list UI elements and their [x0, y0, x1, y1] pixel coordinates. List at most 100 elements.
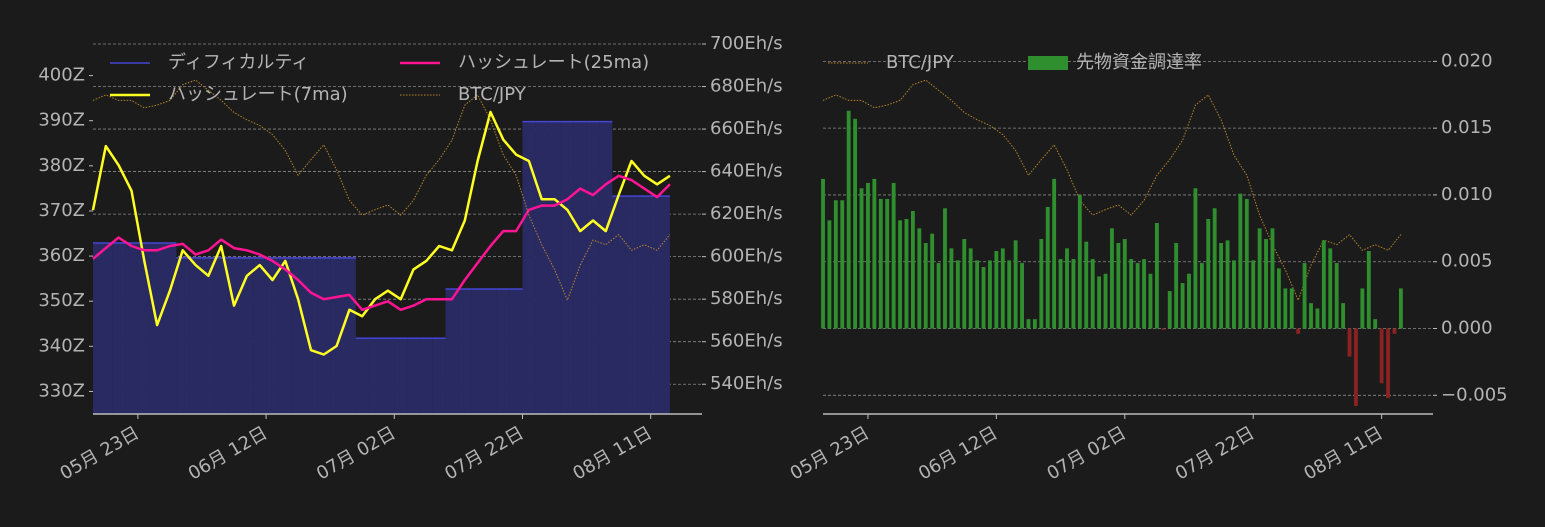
y-tick-label: 330Z [38, 380, 85, 401]
bar [1270, 228, 1275, 329]
bar [1026, 319, 1031, 329]
bar [859, 188, 864, 329]
bar [981, 267, 986, 329]
difficulty-area [381, 338, 395, 414]
bar [1135, 263, 1140, 329]
bar [930, 233, 935, 329]
bar [1065, 248, 1069, 329]
difficulty-area [458, 289, 472, 414]
bar [968, 248, 973, 329]
bar [885, 198, 890, 329]
legend-label: 先物資金調達率 [1076, 52, 1202, 73]
x-tick-label: 08月 11日 [1300, 422, 1386, 484]
difficulty-area [99, 242, 113, 414]
difficulty-area [573, 121, 587, 415]
bar [1289, 288, 1294, 329]
y-tick-label: 360Z [38, 245, 85, 266]
difficulty-area [189, 257, 202, 414]
bar [1347, 328, 1352, 357]
bar [1257, 228, 1262, 329]
difficulty-area [137, 242, 151, 414]
bar [1232, 260, 1236, 329]
bar [1315, 308, 1320, 329]
bar [943, 208, 947, 329]
bar [1302, 263, 1307, 329]
bar [1398, 288, 1403, 329]
difficulty-area [535, 121, 549, 415]
difficulty-area [176, 257, 190, 414]
y-tick-label: 620Eh/s [710, 203, 783, 224]
bar [917, 228, 922, 329]
bar [1154, 222, 1159, 329]
bar [1373, 319, 1378, 329]
y-tick-label: 340Z [38, 335, 85, 356]
bar [949, 248, 954, 329]
bar [1045, 206, 1050, 329]
bar [1199, 263, 1204, 329]
bar [827, 220, 832, 329]
legend-swatch [1028, 56, 1068, 70]
legend-label: BTC/JPY [886, 52, 955, 73]
bar [1366, 251, 1371, 329]
bar [846, 110, 851, 329]
difficulty-area [612, 196, 626, 414]
bar [1129, 259, 1134, 329]
bar [878, 198, 883, 329]
bar [910, 210, 915, 329]
difficulty-area [407, 338, 420, 414]
difficulty-area [150, 242, 164, 414]
difficulty-area [343, 257, 356, 414]
bar [833, 200, 838, 329]
y-tick-label: 0.005 [1441, 251, 1493, 272]
difficulty-area [445, 289, 459, 414]
line [92, 174, 671, 312]
difficulty-area [560, 121, 574, 415]
bar [962, 239, 967, 329]
y-tick-label: 0.020 [1441, 50, 1493, 71]
difficulty-area [368, 338, 382, 414]
x-tick-label: 08月 11日 [569, 422, 655, 484]
line [91, 110, 671, 356]
difficulty-area [266, 257, 279, 414]
y-tick-label: 0.010 [1441, 184, 1493, 205]
bar [1077, 194, 1082, 329]
difficulty-area [278, 257, 292, 414]
bar [1090, 259, 1095, 329]
bar [1386, 328, 1390, 398]
x-tick-label: 06月 12日 [185, 422, 271, 484]
y-tick-label: 0.000 [1441, 318, 1493, 339]
difficulty-area [214, 257, 228, 414]
difficulty-area [253, 257, 267, 414]
bar [1161, 328, 1166, 330]
bar [1187, 273, 1191, 329]
difficulty-area [419, 338, 433, 414]
y-tick-label: 390Z [38, 110, 85, 131]
bar [1251, 260, 1256, 329]
bar [1296, 328, 1301, 334]
bar [1206, 218, 1211, 329]
difficulty-area [522, 121, 536, 415]
bar [1328, 248, 1333, 329]
bar [1276, 268, 1281, 329]
bar [1283, 288, 1288, 329]
bar [1084, 241, 1089, 329]
bar [1148, 273, 1153, 329]
y-tick-label: 640Eh/s [710, 161, 783, 182]
y-tick-label: 600Eh/s [710, 246, 783, 267]
bar [1392, 328, 1397, 334]
bar [872, 178, 877, 329]
y-tick-label: 680Eh/s [710, 76, 783, 97]
bar [1354, 328, 1358, 406]
price-line [822, 79, 1402, 301]
price-line [92, 79, 671, 301]
bar [1360, 288, 1365, 329]
difficulty-area [471, 289, 485, 414]
bar [1238, 193, 1243, 329]
legend-label: ハッシュレート(25ma) [458, 52, 649, 73]
bar [1110, 228, 1114, 329]
difficulty-area [93, 242, 100, 414]
y-tick-label: 700Eh/s [710, 33, 783, 54]
difficulty-area [304, 257, 318, 414]
y-tick-label: 380Z [38, 155, 85, 176]
